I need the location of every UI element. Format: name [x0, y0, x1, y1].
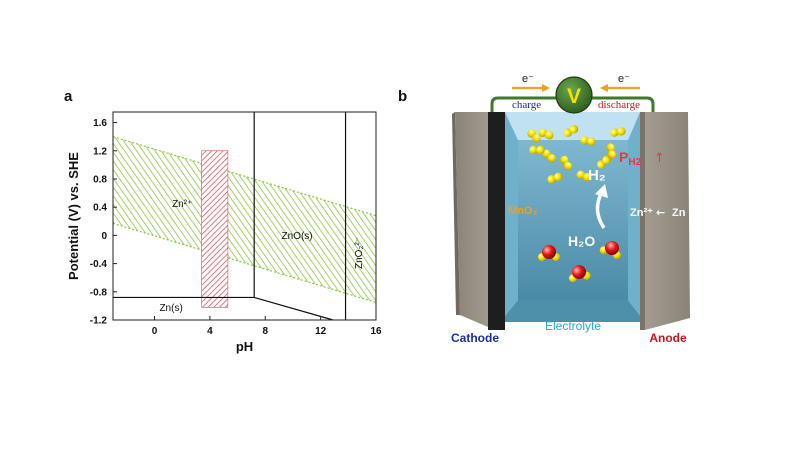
- phase-boundary-2: [254, 296, 334, 321]
- x-tick-label: 16: [370, 326, 382, 337]
- oxygen-evolution-line: [112, 136, 377, 217]
- h2-molecule: [576, 170, 592, 182]
- h-atom: [580, 136, 589, 145]
- h-atom: [563, 161, 572, 171]
- y-tick-label: 1.2: [93, 146, 107, 157]
- y-tick-label: -0.8: [90, 287, 108, 298]
- panel-b-label: b: [398, 88, 408, 105]
- h-atom: [536, 145, 545, 155]
- h2o-molecules: [538, 241, 621, 283]
- h2-molecule: [547, 172, 563, 184]
- region-label-2: ZnO(s): [282, 231, 313, 242]
- h2-molecule: [527, 129, 541, 143]
- h2-molecule: [560, 155, 572, 171]
- h-atom: [545, 130, 554, 140]
- h2-molecule: [563, 125, 579, 137]
- h-atom: [583, 172, 592, 182]
- x-tick-label: 8: [262, 326, 268, 337]
- voltmeter-symbol: V: [567, 85, 581, 108]
- cathode-electrode: [452, 112, 505, 330]
- o-atom: [605, 241, 619, 255]
- y-axis-label: Potential (V) vs. SHE: [66, 152, 81, 280]
- hydrogen-evolution-line: [112, 222, 377, 303]
- h-atom: [587, 137, 596, 146]
- h2o-molecule: [568, 265, 591, 283]
- h-atom: [606, 143, 615, 152]
- o-atom: [572, 265, 586, 279]
- x-tick-label: 4: [207, 326, 213, 337]
- h-atom: [617, 127, 626, 136]
- h-atom: [547, 154, 556, 163]
- anode-label: Anode: [649, 331, 687, 345]
- h-atom: [569, 125, 579, 134]
- ph2-arrow: ↑: [654, 151, 665, 166]
- h2-label: H₂: [588, 167, 606, 184]
- h-atom: [607, 150, 616, 159]
- zn-label: Zn: [672, 207, 686, 219]
- zn-arrow: ←: [656, 206, 665, 219]
- h2o-molecule: [599, 241, 621, 260]
- operating-ph-region: [201, 150, 229, 308]
- region-label-3: Zn(s): [159, 303, 182, 314]
- panel-a-label: a: [64, 88, 73, 105]
- o-atom: [542, 245, 556, 259]
- ph2-main: P: [619, 149, 628, 165]
- h-atom: [547, 174, 556, 184]
- region-label-4: ZnO₂²⁻: [354, 237, 365, 269]
- h-atom: [576, 170, 585, 180]
- svg-text:PH2: PH2: [619, 149, 642, 168]
- external-circuit-wire: [490, 96, 655, 112]
- ph2-sub: H2: [628, 157, 641, 168]
- electron-label-left: e⁻: [522, 73, 534, 85]
- h2-molecule: [597, 155, 611, 169]
- h-atom: [554, 172, 563, 182]
- voltmeter-icon: V: [555, 76, 593, 114]
- region-label-1: Zn²⁺: [172, 199, 192, 210]
- h2-molecule: [580, 136, 596, 146]
- h-atom: [532, 134, 541, 143]
- y-tick-label: 1.6: [93, 118, 107, 129]
- y-tick-label: -0.4: [90, 259, 108, 270]
- y-tick-label: 0.8: [93, 174, 107, 185]
- plot-frame: [112, 111, 377, 321]
- h2o-molecule: [538, 245, 560, 261]
- mno2-label: MnO₂: [508, 205, 537, 217]
- electron-label-right: e⁻: [618, 73, 630, 85]
- electron-arrow-left: [512, 84, 550, 92]
- h2-molecule: [610, 127, 626, 137]
- discharge-label: discharge: [598, 99, 640, 111]
- h2-molecule: [606, 143, 616, 159]
- ph2-label: PH2 ↑: [619, 149, 665, 168]
- electron-arrow-right: [600, 84, 640, 92]
- electrolyte-label: Electrolyte: [545, 319, 601, 333]
- y-tick-label: -1.2: [90, 316, 108, 327]
- anode-electrode: [640, 112, 690, 330]
- y-tick-label: 0.4: [93, 203, 107, 214]
- y-tick-label: 0: [101, 231, 107, 242]
- zn-ion-label: Zn²⁺: [630, 207, 653, 219]
- electrolyte-tank: [500, 112, 645, 322]
- h-atom: [602, 155, 611, 164]
- charge-label: charge: [512, 99, 541, 111]
- h-atom: [560, 155, 569, 165]
- x-tick-label: 12: [315, 326, 327, 337]
- x-tick-label: 0: [152, 326, 158, 337]
- gas-evolution-arrow: [595, 184, 608, 229]
- h-atom: [610, 128, 619, 137]
- h2-molecule: [529, 145, 545, 155]
- h-atom: [527, 129, 536, 138]
- water-stability-band: [113, 136, 376, 303]
- cathode-label: Cathode: [451, 331, 499, 345]
- x-axis-label: pH: [236, 339, 253, 354]
- h-atom: [538, 128, 547, 138]
- h-atom: [529, 145, 538, 155]
- h-atom: [563, 128, 573, 137]
- h2o-label: H₂O: [568, 233, 595, 249]
- h2-molecule: [538, 128, 554, 140]
- h2-molecules: [527, 125, 626, 184]
